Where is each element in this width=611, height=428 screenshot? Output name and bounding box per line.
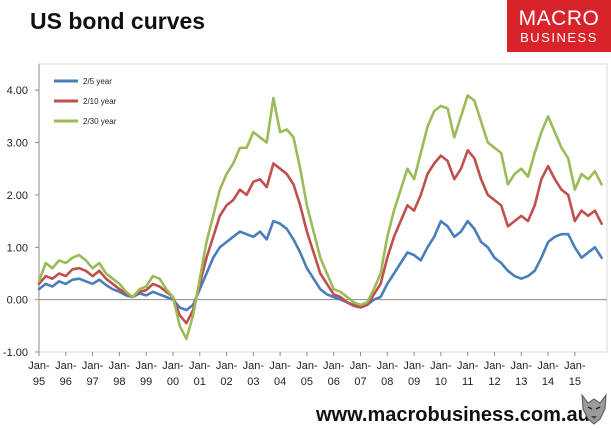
- x-tick-label: Jan-06: [323, 360, 345, 388]
- x-tick-label: Jan-02: [216, 360, 238, 388]
- y-tick-label: 2.00: [7, 190, 28, 202]
- x-tick-label: Jan-09: [403, 360, 425, 388]
- y-tick-label: 1.00: [7, 242, 28, 254]
- legend-label-3: 2/30 year: [83, 117, 117, 126]
- series-line-2: [37, 149, 603, 325]
- chart-title: US bond curves: [30, 8, 206, 34]
- y-tick-label: 0.00: [7, 295, 28, 307]
- series-layer: [37, 94, 603, 341]
- x-tick-label: Jan-08: [377, 360, 399, 388]
- x-tick-label: Jan-12: [484, 360, 506, 388]
- y-tick-label: 4.00: [7, 85, 28, 97]
- wolf-logo-icon: [581, 393, 607, 425]
- plot-area: [38, 63, 608, 353]
- x-tick-label: Jan-14: [537, 360, 559, 388]
- logo-line-2: BUSINESS: [520, 30, 598, 45]
- x-tick-label: Jan-11: [457, 360, 479, 388]
- x-tick-label: Jan-97: [82, 360, 104, 388]
- x-tick-label: Jan-10: [430, 360, 452, 388]
- x-tick-label: Jan-01: [189, 360, 211, 388]
- logo-line-1: MACRO: [518, 7, 600, 30]
- x-tick-label: Jan-99: [135, 360, 157, 388]
- legend-label-1: 2/5 year: [83, 77, 112, 86]
- y-tick-label: 3.00: [7, 138, 28, 150]
- chart-legend: 2/5 year 2/10 year 2/30 year: [54, 77, 117, 126]
- x-tick-label: Jan-98: [109, 360, 131, 388]
- x-tick-label: Jan-00: [162, 360, 184, 388]
- x-tick-label: Jan-13: [511, 360, 533, 388]
- x-tick-label: Jan-03: [243, 360, 265, 388]
- x-tick-label: Jan-04: [269, 360, 291, 388]
- footer-url: www.macrobusiness.com.au: [316, 404, 590, 426]
- x-tick-label: Jan-07: [350, 360, 372, 388]
- series-line-3: [37, 94, 603, 341]
- chart-axes: -1.000.001.002.003.004.00Jan-95Jan-96Jan…: [3, 63, 608, 388]
- x-tick-label: Jan-05: [296, 360, 318, 388]
- x-tick-label: Jan-96: [55, 360, 77, 388]
- x-tick-label: Jan-15: [564, 360, 586, 388]
- macrobusiness-logo: MACRO BUSINESS: [507, 0, 611, 52]
- x-tick-label: Jan-95: [28, 360, 50, 388]
- legend-label-2: 2/10 year: [83, 97, 117, 106]
- y-tick-label: -1.00: [3, 347, 28, 359]
- series-line-1: [37, 219, 603, 312]
